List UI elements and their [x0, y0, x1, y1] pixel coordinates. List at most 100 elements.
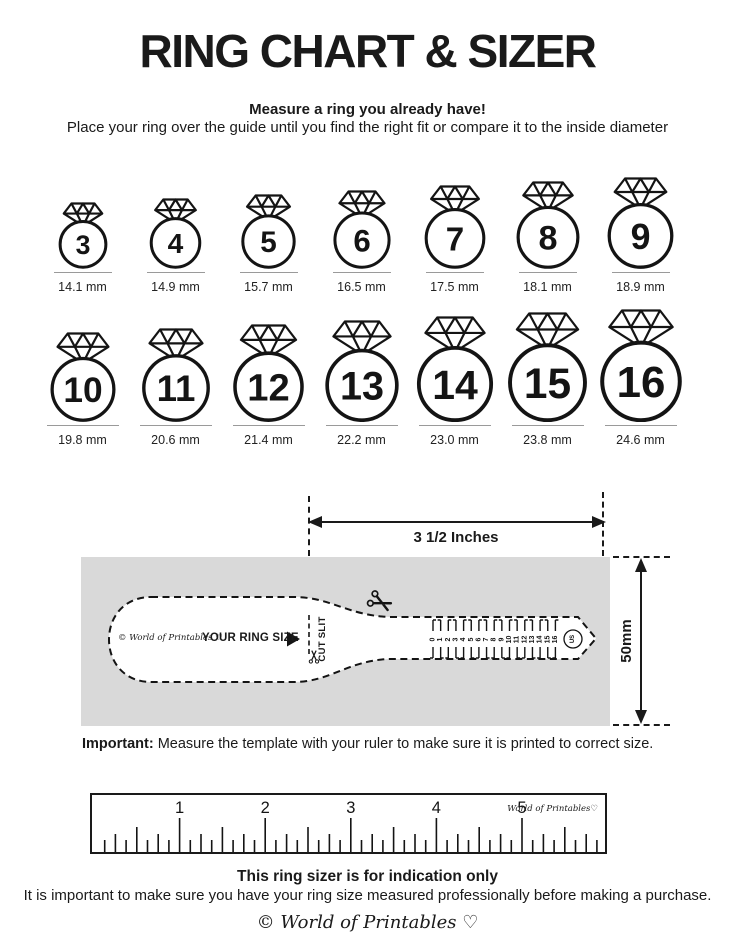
scale-number: 0 — [430, 637, 437, 641]
ring-icon-wrap: 10 — [46, 305, 120, 422]
scale-number: 5 — [468, 637, 475, 641]
ring-underline — [604, 425, 677, 426]
ring-diameter-label: 14.1 mm — [58, 280, 107, 294]
ring-diameter-label: 15.7 mm — [244, 280, 293, 294]
ring-size-number: 3 — [75, 230, 90, 260]
cut-slit-label: CUT SLIT — [317, 616, 328, 662]
ring-underline — [139, 425, 212, 426]
height-guide-top — [613, 556, 670, 558]
ring-diameter-label: 23.0 mm — [430, 433, 479, 447]
sizer-template-graphic: 0 1 2 3 4 5 6 7 8 9 10 11 12 13 14 15 16 US — [107, 590, 598, 683]
arrowhead-right-icon — [592, 516, 606, 528]
ring-diameter-label: 18.1 mm — [523, 280, 572, 294]
ring-cell: 4 14.9 mm — [129, 177, 222, 294]
ring-icon: 7 — [424, 185, 485, 269]
ring-size-number: 13 — [340, 365, 384, 409]
scale-tick — [537, 619, 544, 659]
scale-number: 10 — [506, 636, 513, 644]
ring-icon: 11 — [141, 328, 210, 422]
sizer-outline — [107, 596, 598, 683]
ruler-numbers: 1 2 3 4 5 — [175, 799, 527, 817]
scale-tick — [468, 619, 475, 659]
ruler-inch-number: 5 — [517, 799, 526, 817]
scale-tick — [544, 619, 551, 659]
ring-icon-wrap: 16 — [596, 305, 686, 422]
ring-cell: 3 14.1 mm — [36, 177, 129, 294]
ring-size-number: 4 — [168, 228, 184, 259]
ring-cell: 14 23.0 mm — [408, 305, 501, 447]
sizer-panel: 0 1 2 3 4 5 6 7 8 9 10 11 12 13 14 15 16 US © World of P… — [81, 557, 610, 726]
ring-icon-wrap: 6 — [329, 177, 395, 269]
important-note: Important: Measure the template with you… — [82, 736, 653, 752]
ruler-brand-label: World of Printables♡ — [507, 804, 598, 814]
ring-underline — [53, 272, 112, 273]
strap-scale: 0 1 2 3 4 5 6 7 8 9 10 11 12 13 14 15 16 — [430, 619, 559, 659]
ring-cell: 5 15.7 mm — [222, 177, 315, 294]
scale-tick — [483, 619, 490, 659]
arrowhead-left-icon — [308, 516, 322, 528]
ring-row-2: 10 19.8 mm 11 20.6 mm 12 21.4 mm 13 22.2… — [36, 305, 687, 447]
ring-underline — [518, 272, 577, 273]
scale-tick — [445, 619, 452, 659]
ring-icon: 3 — [58, 202, 107, 269]
ring-underline — [46, 425, 119, 426]
us-size-label: US — [570, 635, 576, 643]
width-dimension-line — [315, 521, 599, 523]
scale-tick — [491, 619, 498, 659]
scale-tick — [460, 619, 467, 659]
scale-tick — [475, 619, 482, 659]
ruler-inch-number: 4 — [432, 799, 441, 817]
ring-diameter-label: 19.8 mm — [58, 433, 107, 447]
scale-number: 9 — [498, 637, 505, 641]
ring-icon-wrap: 8 — [512, 177, 584, 269]
scale-number: 7 — [483, 637, 490, 641]
ring-icon: 12 — [233, 324, 304, 422]
ring-icon: 4 — [149, 198, 202, 269]
scale-tick — [514, 619, 521, 659]
ring-icon-wrap: 15 — [504, 305, 591, 422]
intro-headline: Measure a ring you already have! — [249, 101, 486, 118]
scale-tick — [437, 619, 444, 659]
height-guide-bottom — [613, 724, 670, 726]
ring-underline — [232, 425, 305, 426]
ring-icon: 13 — [324, 320, 399, 422]
scale-tick — [430, 619, 436, 659]
ring-underline — [611, 272, 670, 273]
ring-diameter-label: 18.9 mm — [616, 280, 665, 294]
ring-icon-wrap: 9 — [603, 177, 678, 269]
ring-cell: 15 23.8 mm — [501, 305, 594, 447]
ruler-ticks — [103, 818, 598, 852]
slit-scissors-icon — [308, 650, 320, 664]
ring-icon: 9 — [607, 177, 674, 269]
ruler-inch-number: 1 — [175, 799, 184, 817]
scale-tick — [552, 619, 559, 659]
ring-icon: 14 — [416, 316, 493, 422]
ring-diameter-label: 24.6 mm — [616, 433, 665, 447]
ring-diameter-label: 22.2 mm — [337, 433, 386, 447]
ring-underline — [418, 425, 491, 426]
ring-size-number: 12 — [247, 366, 289, 409]
ring-size-pointer-icon — [287, 631, 300, 647]
ring-diameter-label: 20.6 mm — [151, 433, 200, 447]
ring-icon: 15 — [508, 312, 587, 422]
scale-number: 12 — [521, 636, 528, 644]
ring-underline — [239, 272, 298, 273]
ring-icon: 5 — [241, 194, 296, 269]
ring-icon-wrap: 13 — [321, 305, 403, 422]
scale-number: 1 — [437, 637, 444, 641]
scale-tick — [529, 619, 536, 659]
us-size-circle — [563, 629, 583, 649]
footer-headline: This ring sizer is for indication only — [237, 868, 498, 885]
intro-subtext: Place your ring over the guide until you… — [66, 119, 669, 136]
ring-size-number: 6 — [353, 223, 370, 258]
ring-size-number: 7 — [445, 221, 463, 258]
ring-icon-wrap: 5 — [237, 177, 300, 269]
ruler-scale-graphic: 1 2 3 4 5 — [103, 799, 598, 852]
footer-brand-label: © World of Printables ♡ — [256, 912, 479, 933]
ring-icon: 6 — [332, 190, 391, 269]
ring-cell: 12 21.4 mm — [222, 305, 315, 447]
ring-diameter-label: 17.5 mm — [430, 280, 479, 294]
ring-size-number: 9 — [631, 217, 651, 257]
ring-cell: 10 19.8 mm — [36, 305, 129, 447]
ring-icon-wrap: 4 — [145, 177, 206, 269]
